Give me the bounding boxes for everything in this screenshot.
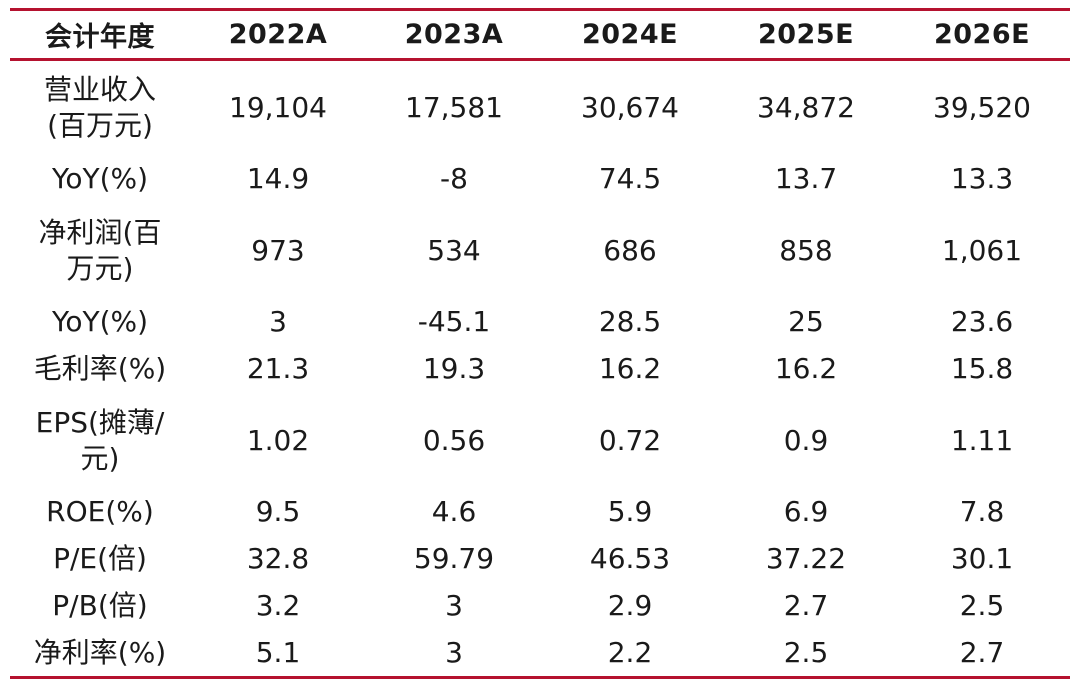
- header-cell-2024e: 2024E: [542, 8, 718, 61]
- table-cell: 2.9: [607, 589, 653, 622]
- row-label: YoY(%): [10, 299, 190, 346]
- table-cell: 973: [251, 233, 305, 267]
- row-label-line: ROE(%): [46, 495, 154, 528]
- table-cell: 3: [445, 589, 463, 622]
- table-cell: 59.79: [413, 542, 495, 575]
- row-label-line: 净利率(%): [33, 635, 167, 669]
- table-cell: 30.1: [950, 542, 1014, 575]
- row-label-line: P/E(倍): [53, 542, 147, 575]
- table-cell: 3.2: [255, 589, 301, 622]
- row-label-line: 元): [80, 441, 120, 475]
- table-cell: -8: [440, 162, 468, 195]
- row-label: EPS(摊薄/ 元): [10, 393, 190, 489]
- header-cell-2022a: 2022A: [190, 8, 366, 61]
- table-cell: 1,061: [941, 233, 1023, 267]
- row-label-line: P/B(倍): [52, 589, 148, 622]
- table-row: P/B(倍) 3.2 3 2.9 2.7 2.5: [10, 583, 1070, 630]
- table-cell: 46.53: [589, 542, 671, 575]
- table-cell: 37.22: [765, 542, 847, 575]
- table-cell: 2.7: [894, 629, 1070, 679]
- table-cell: 2.7: [783, 589, 829, 622]
- table-row: 净利率(%) 5.1 3 2.2 2.5 2.7: [10, 629, 1070, 679]
- table-cell: 2.5: [718, 629, 894, 679]
- table-row: 营业收入 (百万元) 19,104 17,581 30,674 34,872 3…: [10, 60, 1070, 156]
- table-cell: 15.8: [950, 352, 1014, 385]
- table-row: P/E(倍) 32.8 59.79 46.53 37.22 30.1: [10, 536, 1070, 583]
- table-cell: -45.1: [417, 305, 491, 338]
- table-cell: 3: [366, 629, 542, 679]
- table-cell: 5.9: [607, 495, 653, 528]
- table-cell: 2.5: [959, 589, 1005, 622]
- table-cell: 19,104: [229, 91, 327, 125]
- table-cell: 13.7: [774, 162, 838, 195]
- table-cell: 1.02: [246, 423, 310, 457]
- table-cell: 14.9: [246, 162, 310, 195]
- table-row: YoY(%) 3 -45.1 28.5 25 23.6: [10, 299, 1070, 346]
- table-row: YoY(%) 14.9 -8 74.5 13.7 13.3: [10, 156, 1070, 203]
- table-row: ROE(%) 9.5 4.6 5.9 6.9 7.8: [10, 489, 1070, 536]
- row-label-line: 毛利率(%): [33, 352, 167, 385]
- table-cell: 19.3: [422, 352, 486, 385]
- row-label-line: EPS(摊薄/: [35, 405, 165, 439]
- header-cell-2026e: 2026E: [894, 8, 1070, 61]
- table-cell: 16.2: [774, 352, 838, 385]
- table-cell: 17,581: [405, 91, 503, 125]
- table-cell: 6.9: [783, 495, 829, 528]
- financial-forecast-table: 会计年度 2022A 2023A 2024E 2025E 2026E 营业收入 …: [10, 8, 1070, 679]
- header-cell-2025e: 2025E: [718, 8, 894, 61]
- row-label-line: (百万元): [47, 109, 153, 143]
- row-label: ROE(%): [10, 489, 190, 536]
- table-cell: 7.8: [959, 495, 1005, 528]
- table-cell: 2.2: [542, 629, 718, 679]
- table-cell: 28.5: [598, 305, 662, 338]
- row-label-line: 万元): [66, 251, 134, 285]
- row-label: YoY(%): [10, 156, 190, 203]
- table-cell: 39,520: [933, 91, 1031, 125]
- table-cell: 34,872: [757, 91, 855, 125]
- table-cell: 3: [269, 305, 287, 338]
- table-row: 毛利率(%) 21.3 19.3 16.2 16.2 15.8: [10, 346, 1070, 393]
- table-cell: 74.5: [598, 162, 662, 195]
- table-cell: 13.3: [950, 162, 1014, 195]
- table-cell: 686: [603, 233, 657, 267]
- table-cell: 21.3: [246, 352, 310, 385]
- table-cell: 23.6: [950, 305, 1014, 338]
- table-cell: 1.11: [950, 423, 1014, 457]
- row-label: 净利率(%): [10, 629, 190, 679]
- header-cell-2023a: 2023A: [366, 8, 542, 61]
- row-label: P/B(倍): [10, 583, 190, 630]
- table-cell: 16.2: [598, 352, 662, 385]
- table-cell: 0.9: [783, 423, 829, 457]
- table-cell: 4.6: [431, 495, 477, 528]
- row-label-line: 营业收入: [43, 73, 156, 107]
- table-cell: 25: [788, 305, 824, 338]
- table-cell: 0.56: [422, 423, 486, 457]
- row-label: P/E(倍): [10, 536, 190, 583]
- table-row: 净利润(百 万元) 973 534 686 858 1,061: [10, 203, 1070, 299]
- table-cell: 30,674: [581, 91, 679, 125]
- row-label: 毛利率(%): [10, 346, 190, 393]
- header-cell-fiscal-year: 会计年度: [10, 8, 190, 61]
- table-cell: 32.8: [246, 542, 310, 575]
- row-label-line: YoY(%): [51, 162, 149, 195]
- header-row: 会计年度 2022A 2023A 2024E 2025E 2026E: [10, 8, 1070, 61]
- table-cell: 858: [779, 233, 833, 267]
- table-cell: 0.72: [598, 423, 662, 457]
- table-cell: 9.5: [255, 495, 301, 528]
- table-cell: 5.1: [190, 629, 366, 679]
- table-cell: 534: [427, 233, 481, 267]
- row-label-line: YoY(%): [51, 305, 149, 338]
- table-row: EPS(摊薄/ 元) 1.02 0.56 0.72 0.9 1.11: [10, 393, 1070, 489]
- row-label: 营业收入 (百万元): [10, 60, 190, 156]
- row-label-line: 净利润(百: [38, 215, 162, 249]
- row-label: 净利润(百 万元): [10, 203, 190, 299]
